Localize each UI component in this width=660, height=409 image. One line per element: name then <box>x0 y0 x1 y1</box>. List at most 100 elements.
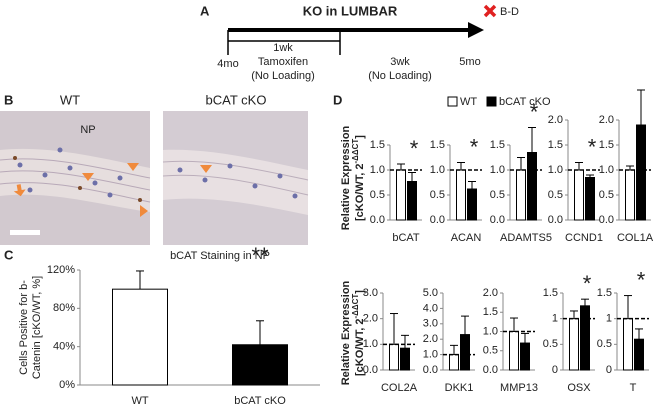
y-tick-label: 1.5 <box>548 139 563 151</box>
x-tick-label: bCAT cKO <box>234 395 286 407</box>
bar <box>520 342 530 371</box>
y-tick-label: 1.0 <box>483 325 498 337</box>
y-tick-label: 0.5 <box>597 338 612 350</box>
time-label: 1wk <box>273 42 293 54</box>
label-sup: -ΔΔCT <box>351 139 360 164</box>
time-label: Tamoxifen <box>258 56 308 68</box>
y-tick-label: 1 <box>552 313 558 325</box>
y-tick-label: 0.0 <box>423 364 438 376</box>
y-tick-label: 0% <box>59 379 75 391</box>
legend-label: WT <box>460 96 477 108</box>
time-label: 5mo <box>459 56 480 68</box>
y-tick-label: 0.5 <box>483 345 498 357</box>
legend-swatch <box>447 96 458 107</box>
y-tick-label: 3.0 <box>363 287 378 299</box>
significance-mark: * <box>637 267 646 292</box>
y-tick-label: 0.5 <box>599 189 614 201</box>
y-tick-label: 1.0 <box>548 164 563 176</box>
y-tick-label: 2.0 <box>483 287 498 299</box>
y-tick-label: 0.5 <box>548 189 563 201</box>
y-axis-label: [cKO/WT, 2-ΔΔCT] <box>351 290 366 376</box>
panel-label: D <box>333 92 342 107</box>
significance-mark: * <box>410 136 419 161</box>
y-tick-label: 0.0 <box>370 214 385 226</box>
x-axis-label: OSX <box>567 382 591 394</box>
x-tick-label: WT <box>131 395 148 407</box>
bar <box>232 344 288 386</box>
y-axis-label: Catenin [cKO/WT, %] <box>31 276 43 379</box>
y-tick-label: 1.5 <box>483 306 498 318</box>
y-axis-label: Relative Expression <box>340 280 352 385</box>
panel-label: C <box>4 247 14 262</box>
x-axis-label: bCAT <box>392 232 420 244</box>
panel-label: B <box>4 92 13 107</box>
y-tick-label: 3.0 <box>423 318 438 330</box>
y-tick-label: 0.0 <box>548 214 563 226</box>
y-tick-label: 1.5 <box>370 139 385 151</box>
bar <box>625 169 635 221</box>
arrow-head <box>468 22 484 38</box>
y-axis-label: [cKO/WT, 2-ΔΔCT] <box>351 135 366 221</box>
y-tick-label: 0.0 <box>430 214 445 226</box>
y-tick-label: 1.5 <box>430 139 445 151</box>
y-tick-label: 1 <box>606 313 612 325</box>
significance-mark: * <box>588 134 597 159</box>
significance-mark: * <box>470 134 479 159</box>
y-tick-label: 0.5 <box>543 338 558 350</box>
bar <box>389 343 399 371</box>
bar <box>574 169 584 221</box>
bar <box>569 318 579 371</box>
legend-label: bCAT cKO <box>499 96 551 108</box>
time-label: (No Loading) <box>368 70 432 82</box>
y-tick-label: 1.0 <box>430 164 445 176</box>
bar <box>467 188 477 221</box>
x-axis-label: T <box>630 382 637 394</box>
label-part: ] <box>354 135 366 139</box>
bar <box>400 347 410 371</box>
timeline-title: KO in LUMBAR <box>303 3 398 18</box>
bar <box>509 331 519 371</box>
histology-image <box>162 111 309 245</box>
y-tick-label: 1.5 <box>490 139 505 151</box>
y-tick-label: 1.0 <box>423 349 438 361</box>
label-part: [cKO/WT, 2 <box>354 319 366 376</box>
bar <box>449 354 459 371</box>
y-tick-label: 1.0 <box>370 164 385 176</box>
bar <box>460 334 470 371</box>
y-tick-label: 120% <box>47 264 75 276</box>
label-part: [cKO/WT, 2 <box>354 164 366 221</box>
time-label: 3wk <box>390 56 410 68</box>
y-tick-label: 1.0 <box>490 164 505 176</box>
x-axis-label: COL2A <box>381 382 418 394</box>
y-tick-label: 0.0 <box>490 214 505 226</box>
end-label: B-D <box>500 6 519 18</box>
bar <box>456 169 466 221</box>
y-axis-label: Cells Positive for b- <box>18 280 30 375</box>
y-tick-label: 2.0 <box>363 313 378 325</box>
y-tick-label: 80% <box>53 302 75 314</box>
chart-title: bCAT Staining in NP <box>170 250 270 262</box>
legend-swatch <box>486 96 497 107</box>
y-tick-label: 1.5 <box>597 287 612 299</box>
bar <box>623 318 633 371</box>
y-tick-label: 2.0 <box>548 114 563 126</box>
y-tick-label: 1.0 <box>599 164 614 176</box>
bar <box>112 288 168 386</box>
bar <box>527 152 537 221</box>
x-axis-label: COL1A <box>617 232 654 244</box>
y-tick-label: 0.0 <box>363 364 378 376</box>
region-label: NP <box>80 124 95 136</box>
image-label: WT <box>60 92 80 107</box>
bar <box>407 181 417 221</box>
y-tick-label: 0.5 <box>490 189 505 201</box>
bar <box>636 124 646 221</box>
y-tick-label: 1.5 <box>599 139 614 151</box>
label-part: ] <box>354 290 366 294</box>
y-tick-label: 0.5 <box>370 189 385 201</box>
time-label: 4mo <box>217 58 238 70</box>
y-tick-label: 0.0 <box>483 364 498 376</box>
significance-mark: * <box>530 99 539 124</box>
significance-mark: ** <box>251 243 269 268</box>
y-tick-label: 40% <box>53 341 75 353</box>
